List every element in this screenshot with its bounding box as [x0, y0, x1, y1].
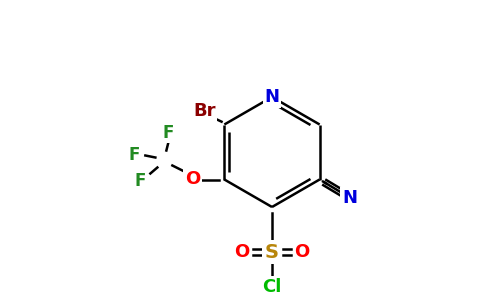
Text: O: O [234, 243, 250, 261]
Text: N: N [264, 88, 279, 106]
Text: Br: Br [193, 101, 215, 119]
Text: F: F [129, 146, 140, 164]
Text: N: N [342, 188, 357, 206]
Text: O: O [294, 243, 310, 261]
Text: F: F [163, 124, 174, 142]
Text: O: O [185, 170, 200, 188]
Text: F: F [135, 172, 146, 190]
Text: Cl: Cl [262, 278, 282, 296]
Text: S: S [265, 242, 279, 262]
